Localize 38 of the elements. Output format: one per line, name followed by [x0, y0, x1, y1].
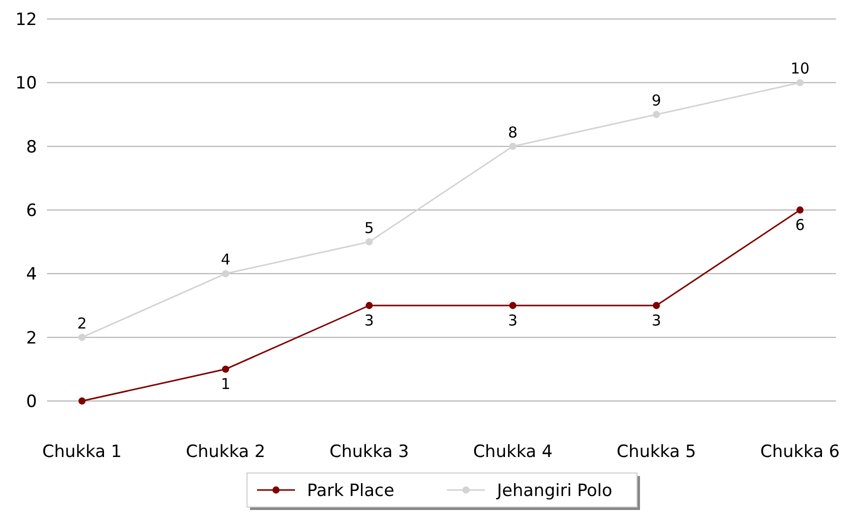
x-tick-label: Chukka 3: [329, 442, 409, 462]
x-tick-label: Chukka 2: [186, 442, 266, 462]
data-label: 8: [508, 123, 518, 142]
legend-label: Jehangiri Polo: [496, 480, 612, 501]
data-label: 3: [508, 312, 518, 330]
point: [78, 397, 86, 405]
data-label: 1: [220, 375, 230, 394]
y-tick-label: 12: [15, 10, 37, 30]
x-tick-label: Chukka 6: [760, 442, 840, 462]
y-tick-label: 4: [26, 264, 37, 285]
point: [509, 302, 516, 310]
point: [366, 238, 373, 246]
point: [222, 270, 230, 278]
data-label: 5: [364, 218, 374, 237]
y-tick-label: 10: [15, 74, 37, 94]
data-label: 2: [77, 314, 87, 332]
x-tick-label: Chukka 1: [42, 442, 122, 462]
x-tick-label: Chukka 4: [473, 442, 553, 462]
data-label: 3: [652, 312, 662, 330]
data-label: 3: [364, 312, 374, 330]
point: [796, 79, 804, 86]
x-tick-label: Chukka 5: [616, 442, 696, 462]
point: [652, 302, 660, 310]
point: [796, 206, 804, 214]
y-tick-label: 2: [26, 328, 37, 348]
data-label: 6: [795, 216, 805, 234]
data-label: 10: [790, 60, 810, 78]
point: [78, 334, 86, 341]
point: [366, 302, 373, 310]
y-tick-label: 8: [26, 137, 37, 158]
legend-label: Park Place: [307, 480, 394, 501]
point: [509, 142, 516, 150]
data-label: 4: [220, 250, 230, 269]
point: [222, 366, 230, 373]
y-tick-label: 0: [26, 392, 37, 412]
point: [652, 110, 660, 118]
data-label: 9: [652, 92, 662, 110]
y-tick-label: 6: [26, 200, 37, 221]
